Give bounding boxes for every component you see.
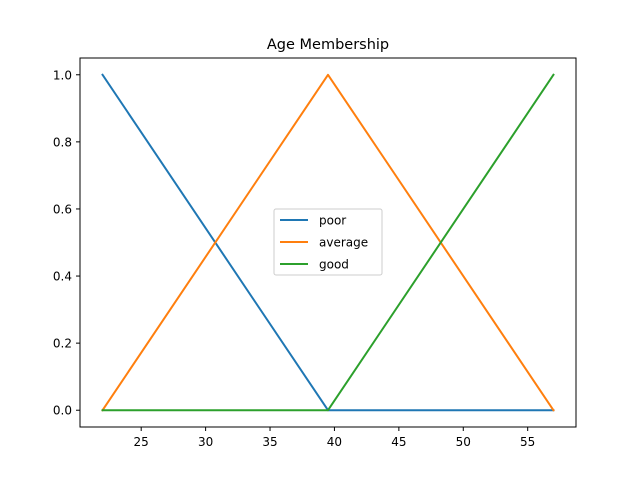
x-tick-label: 50	[456, 435, 471, 449]
y-tick-label: 0.4	[53, 270, 72, 284]
y-tick-label: 0.0	[53, 404, 72, 418]
plot-frame	[79, 57, 577, 428]
x-tick-label: 45	[391, 435, 406, 449]
y-tick-label: 0.6	[53, 202, 72, 216]
series-layer	[101, 73, 555, 412]
x-axis: 25 30 35 40 45 50 55	[134, 427, 535, 449]
x-tick-label: 30	[198, 435, 213, 449]
legend-label-average: average	[319, 236, 368, 250]
series-line-good	[101, 73, 555, 412]
x-tick-label: 40	[327, 435, 342, 449]
legend-label-poor: poor	[319, 214, 346, 228]
legend-box	[273, 208, 383, 276]
x-tick-label: 35	[262, 435, 277, 449]
y-tick-label: 0.2	[53, 337, 72, 351]
x-tick-label: 25	[134, 435, 149, 449]
chart-title: Age Membership	[267, 37, 389, 53]
y-tick-label: 1.0	[53, 68, 72, 82]
y-tick-label: 0.8	[53, 135, 72, 149]
y-axis: 0.0 0.2 0.4 0.6 0.8 1.0	[53, 68, 80, 418]
series-line-average	[101, 73, 555, 412]
x-tick-label: 55	[520, 435, 535, 449]
legend: poor average good	[273, 208, 383, 276]
legend-label-good: good	[319, 258, 349, 272]
